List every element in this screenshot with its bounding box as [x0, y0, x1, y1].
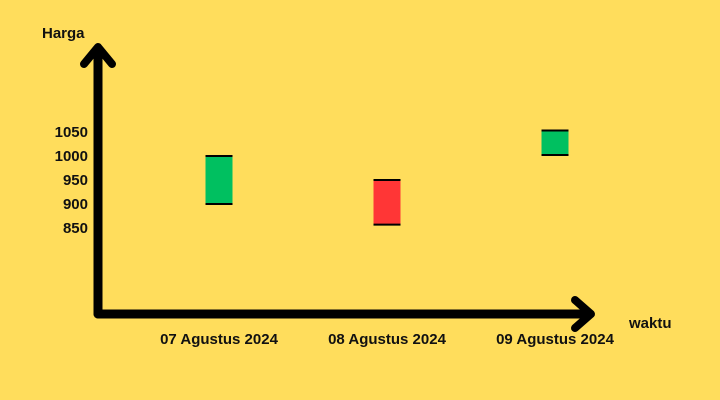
y-axis-arrowhead: [80, 43, 116, 68]
y-axis-label: Harga: [42, 25, 85, 42]
candle: [373, 179, 401, 226]
axes: [80, 43, 595, 332]
candle-body: [205, 156, 233, 204]
x-axis-label: waktu: [628, 315, 672, 332]
x-tick-label: 08 Agustus 2024: [328, 331, 446, 348]
candle: [541, 129, 569, 157]
candle-body: [541, 130, 569, 156]
candle: [205, 155, 233, 205]
y-tick-label: 900: [63, 196, 88, 213]
y-tick-label: 1050: [55, 124, 88, 141]
y-tick-labels: 1050 1000 950 900 850: [55, 124, 88, 237]
candles: [205, 129, 569, 226]
y-tick-label: 950: [63, 172, 88, 189]
x-axis-arrowhead: [571, 296, 595, 332]
x-tick-label: 07 Agustus 2024: [160, 331, 278, 348]
y-tick-label: 1000: [55, 148, 88, 165]
candle-body: [373, 180, 401, 225]
x-tick-labels: 07 Agustus 2024 08 Agustus 2024 09 Agustus…: [160, 331, 614, 348]
y-tick-label: 850: [63, 220, 88, 237]
x-tick-label: 09 Agustus 2024: [496, 331, 614, 348]
